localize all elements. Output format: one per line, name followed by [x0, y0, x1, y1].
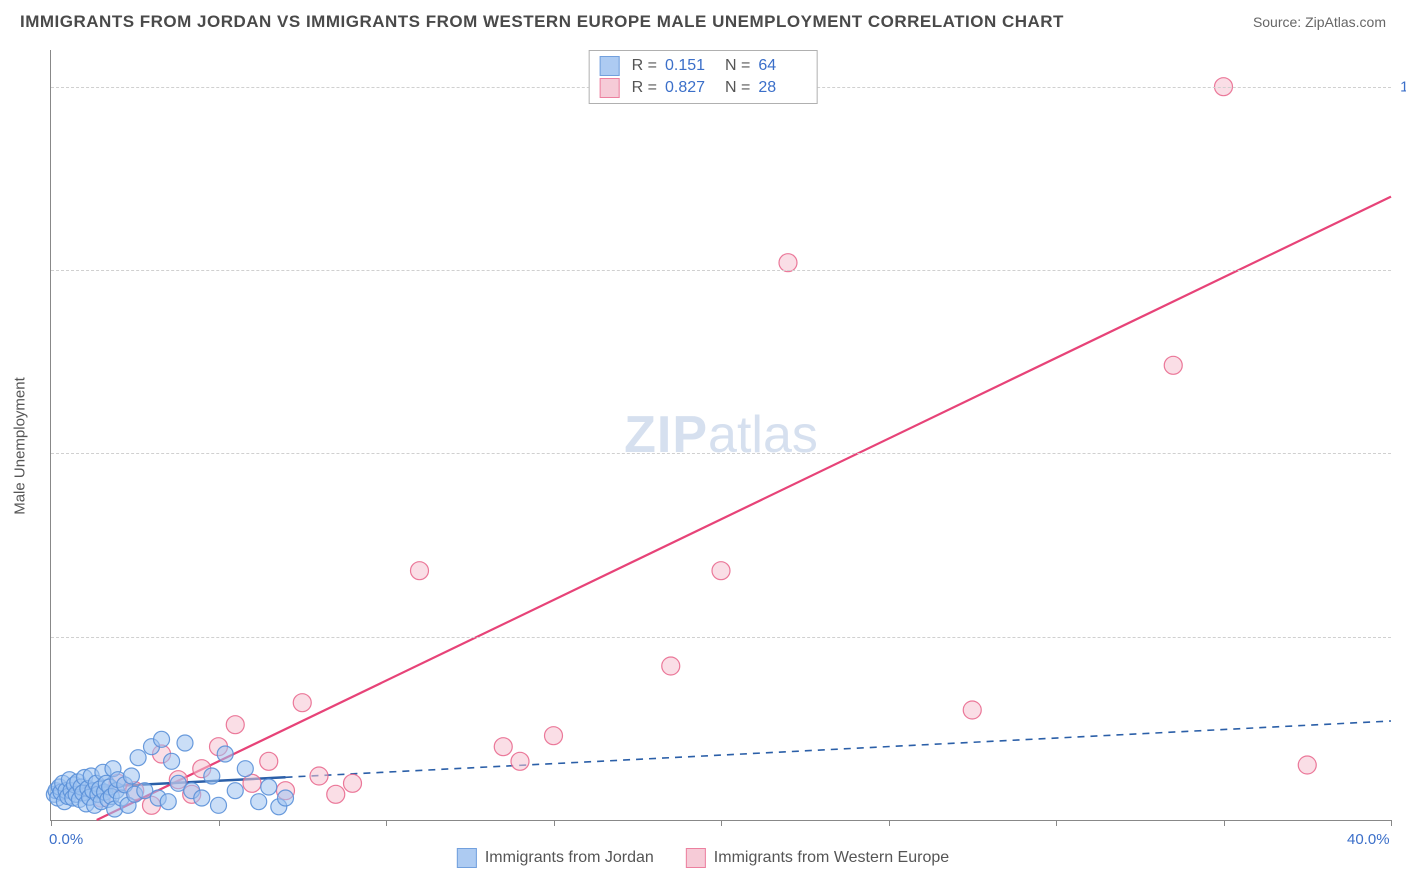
r-value-jordan: 0.151 — [665, 57, 713, 75]
legend-item-jordan: Immigrants from Jordan — [457, 848, 654, 868]
swatch-we — [600, 78, 620, 98]
n-label: N = — [725, 57, 750, 75]
y-axis-label: Male Unemployment — [12, 377, 29, 515]
plot-area: ZIPatlas 25.0%50.0%75.0%100.0%0.0%40.0% — [50, 50, 1391, 821]
stats-row-jordan: R = 0.151 N = 64 — [600, 55, 807, 77]
r-label: R = — [632, 79, 657, 97]
xtick — [219, 820, 220, 826]
stats-legend: R = 0.151 N = 64 R = 0.827 N = 28 — [589, 50, 818, 104]
xtick — [554, 820, 555, 826]
n-label: N = — [725, 79, 750, 97]
bottom-legend: Immigrants from Jordan Immigrants from W… — [457, 848, 949, 868]
gridline — [51, 637, 1391, 638]
chart-container: IMMIGRANTS FROM JORDAN VS IMMIGRANTS FRO… — [0, 0, 1406, 892]
source-value: ZipAtlas.com — [1305, 14, 1386, 30]
r-label: R = — [632, 57, 657, 75]
chart-title: IMMIGRANTS FROM JORDAN VS IMMIGRANTS FRO… — [20, 12, 1064, 32]
legend-swatch-jordan — [457, 848, 477, 868]
ytick-label: 50.0% — [1396, 445, 1406, 462]
xtick — [1056, 820, 1057, 826]
legend-item-we: Immigrants from Western Europe — [686, 848, 949, 868]
source-label: Source: — [1253, 14, 1301, 30]
n-value-jordan: 64 — [758, 57, 806, 75]
xtick — [51, 820, 52, 826]
n-value-we: 28 — [758, 79, 806, 97]
source-attribution: Source: ZipAtlas.com — [1253, 14, 1386, 30]
xtick — [889, 820, 890, 826]
ytick-label: 100.0% — [1396, 78, 1406, 95]
xtick-label: 0.0% — [49, 831, 83, 848]
xtick — [1391, 820, 1392, 826]
xtick — [1224, 820, 1225, 826]
legend-swatch-we — [686, 848, 706, 868]
r-value-we: 0.827 — [665, 79, 713, 97]
gridline — [51, 453, 1391, 454]
legend-label-we: Immigrants from Western Europe — [714, 849, 949, 867]
stats-row-we: R = 0.827 N = 28 — [600, 77, 807, 99]
swatch-jordan — [600, 56, 620, 76]
ytick-label: 75.0% — [1396, 262, 1406, 279]
xtick — [721, 820, 722, 826]
legend-label-jordan: Immigrants from Jordan — [485, 849, 654, 867]
xtick — [386, 820, 387, 826]
gridline — [51, 270, 1391, 271]
ytick-label: 25.0% — [1396, 628, 1406, 645]
plot-svg — [51, 50, 1391, 820]
xtick-label: 40.0% — [1347, 831, 1390, 848]
